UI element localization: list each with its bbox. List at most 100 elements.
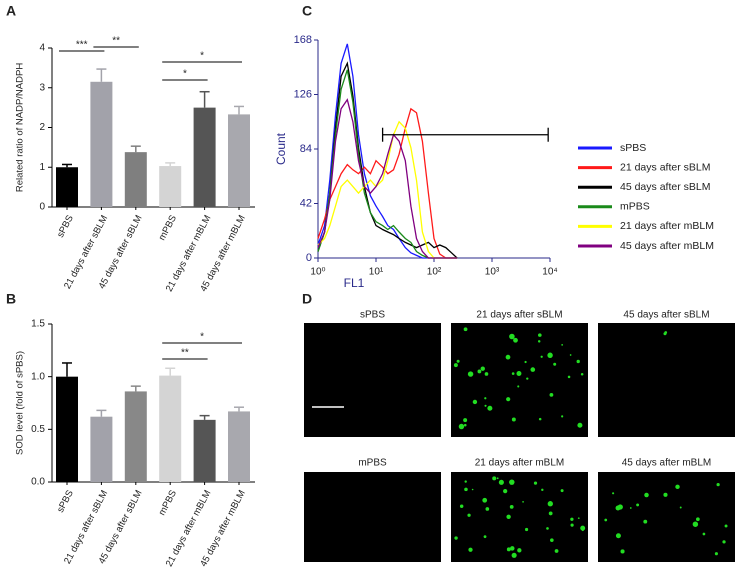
significance-label: ***	[76, 40, 88, 51]
y-tick-label: 1	[39, 162, 45, 173]
fluorescent-spot	[467, 513, 471, 517]
fluorescent-spot	[696, 517, 700, 522]
y-tick-label: 42	[300, 197, 312, 209]
series-line	[317, 98, 458, 259]
significance-label: *	[200, 51, 204, 62]
legend-label: 45 days after sBLM	[620, 181, 710, 193]
bar	[193, 419, 216, 482]
y-tick-label: 0.0	[31, 477, 45, 488]
fluorescent-spot	[612, 492, 615, 495]
x-tick-label: 10³	[485, 267, 500, 278]
y-tick-label: 1.0	[31, 371, 45, 382]
fluorescent-spot	[463, 423, 467, 427]
fluorescent-spot	[525, 527, 529, 532]
fluorescent-spot	[604, 518, 608, 522]
fluorescent-spot	[467, 371, 474, 377]
fluorescent-spot	[506, 514, 511, 520]
fluorescent-spot	[570, 517, 574, 521]
fluorescent-spot	[498, 479, 504, 485]
fluorescent-spot	[722, 540, 726, 544]
fluorescent-spot	[550, 538, 554, 542]
fluorescent-spot	[538, 417, 542, 421]
fluorescent-spot	[561, 415, 564, 418]
y-axis-label: Count	[274, 132, 288, 165]
y-tick-label: 2	[39, 122, 45, 133]
fluorescent-spot	[675, 484, 680, 490]
fluorescent-spot	[547, 352, 553, 358]
series-line	[317, 43, 458, 259]
fluorescent-spot	[714, 552, 718, 556]
fluorescent-spot	[506, 397, 511, 402]
bar	[193, 107, 216, 207]
fluorescent-spot	[533, 481, 538, 485]
series-line	[317, 107, 458, 259]
x-tick-label: mPBS	[157, 488, 179, 517]
fluorescent-spot	[679, 506, 682, 509]
fluorescent-spot	[702, 532, 706, 536]
image-title: mPBS	[358, 458, 387, 469]
panel-label: A	[6, 3, 16, 19]
fluorescent-spot	[615, 533, 621, 539]
bar	[124, 391, 147, 482]
fluorescent-spot	[580, 372, 584, 376]
fluorescent-spot	[459, 504, 464, 508]
legend-label: 21 days after sBLM	[620, 161, 710, 173]
fluorescent-spot	[576, 359, 580, 364]
y-axis-label: Related ratio of NADP/NADPH	[15, 63, 26, 192]
fluorescent-spot	[454, 536, 458, 540]
significance-label: *	[200, 332, 204, 343]
image-title: 45 days after mBLM	[622, 458, 711, 469]
bar	[228, 114, 250, 207]
fluorescent-spot	[530, 367, 536, 372]
fluorescent-spot	[526, 377, 529, 380]
fluorescent-spot	[537, 340, 541, 343]
legend-label: sPBS	[620, 142, 646, 154]
significance-label: *	[183, 69, 187, 80]
legend-label: mPBS	[620, 201, 650, 213]
fluorescent-spot	[505, 354, 511, 360]
fluorescent-spot	[724, 524, 728, 528]
image-title: 21 days after mBLM	[475, 458, 564, 469]
micrograph	[598, 323, 735, 437]
y-tick-label: 0	[306, 252, 312, 264]
fluorescent-spot	[580, 525, 586, 531]
bar	[159, 375, 182, 482]
fluorescent-spot	[453, 363, 458, 368]
fluorescent-spot	[468, 547, 473, 552]
fluorescent-spot	[538, 333, 542, 337]
fluorescent-spot	[629, 507, 632, 509]
fluorescent-spot	[485, 507, 490, 511]
fluorescent-spot	[522, 500, 524, 503]
fluorescent-spot	[548, 511, 553, 516]
fluorescent-spot	[472, 399, 478, 405]
fluorescent-spot	[483, 535, 487, 539]
fluorescent-spot	[554, 549, 559, 553]
y-tick-label: 1.5	[31, 319, 45, 330]
y-tick-label: 126	[294, 88, 312, 100]
image-title: 45 days after sBLM	[623, 310, 709, 321]
fluorescent-spot	[484, 397, 487, 400]
micrograph	[598, 472, 735, 562]
fluorescent-spot	[509, 479, 515, 485]
fluorescent-spot	[456, 359, 460, 363]
fluorescent-spot	[487, 405, 493, 411]
x-tick-label: 10⁰	[310, 267, 325, 278]
fluorescent-spot	[492, 476, 497, 481]
image-title: sPBS	[360, 310, 385, 321]
significance-label: **	[112, 36, 120, 47]
fluorescent-spot	[458, 423, 465, 430]
fluorescent-spot	[553, 362, 557, 366]
fluorescent-spot	[482, 497, 488, 503]
fluorescent-spot	[463, 327, 468, 332]
fluorescent-spot	[511, 417, 516, 422]
fluorescent-spot	[503, 488, 508, 494]
fluorescent-spot	[643, 519, 648, 524]
fluorescent-spot	[509, 333, 515, 340]
micrograph	[304, 323, 441, 437]
series-line	[317, 61, 458, 259]
bar	[228, 411, 250, 482]
fluorescent-spot	[464, 487, 468, 492]
fluorescent-spot	[560, 489, 564, 493]
series-line	[317, 120, 458, 259]
